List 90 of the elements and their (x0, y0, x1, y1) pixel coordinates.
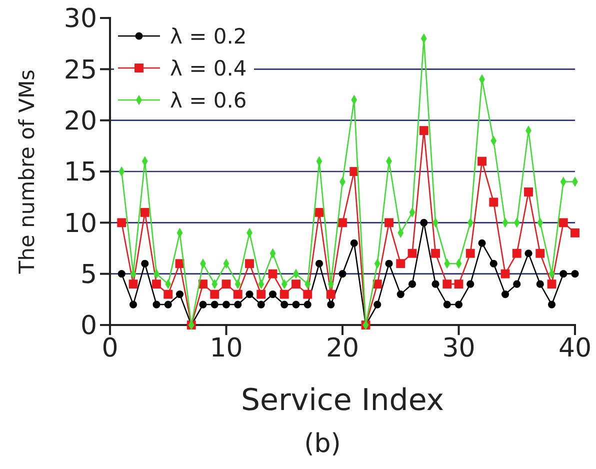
point (454, 300, 463, 308)
point (199, 300, 207, 308)
point (176, 290, 184, 298)
point (396, 290, 404, 298)
point (118, 270, 126, 278)
y-tick-label: 0 (80, 311, 97, 342)
point (268, 290, 277, 298)
point (257, 300, 265, 308)
point (442, 280, 452, 289)
point (152, 300, 160, 308)
point (547, 280, 556, 289)
point (280, 290, 289, 299)
y-tick-label: 30 (64, 4, 97, 34)
point (245, 259, 254, 268)
point (443, 300, 451, 308)
point (408, 248, 417, 258)
point (128, 280, 138, 289)
y-tick-label: 15 (64, 158, 97, 188)
point (571, 270, 579, 278)
point (222, 280, 231, 289)
point (478, 156, 486, 166)
point (570, 228, 580, 238)
point (466, 280, 474, 288)
point (233, 290, 242, 299)
text: (b) (304, 429, 341, 459)
point (419, 126, 428, 136)
x-tick-label: 30 (442, 333, 476, 364)
point (326, 290, 336, 299)
point (536, 248, 545, 258)
point (246, 290, 254, 298)
point (268, 269, 278, 278)
point (431, 248, 440, 258)
point (222, 300, 230, 308)
point (314, 208, 324, 217)
point (420, 218, 428, 226)
point (524, 187, 533, 196)
point (560, 270, 568, 278)
point (536, 280, 544, 288)
y-tick-label: 10 (64, 208, 97, 239)
point (210, 300, 218, 308)
point (129, 300, 138, 308)
point (374, 300, 382, 308)
point (558, 218, 568, 228)
legend-label: λ = 0.4 (170, 56, 247, 80)
x-tick-label: 10 (210, 333, 243, 364)
point (548, 300, 556, 308)
point (141, 260, 149, 268)
point (512, 248, 522, 258)
point (501, 290, 510, 298)
point (234, 300, 242, 308)
point (500, 269, 510, 278)
point (210, 290, 220, 299)
point (338, 218, 347, 228)
y-tick-label: 5 (80, 260, 97, 290)
point (385, 260, 393, 268)
point (489, 198, 498, 207)
point (140, 208, 150, 217)
point (164, 300, 172, 308)
point (304, 300, 312, 308)
point (280, 300, 288, 308)
x-tick-label: 0 (102, 333, 118, 364)
x-tick-label: 20 (326, 333, 360, 364)
point (466, 248, 475, 258)
point (327, 300, 335, 308)
y-tick-label: 25 (64, 55, 97, 86)
point (524, 250, 532, 258)
y-axis-title: The numbre of VMs (15, 69, 39, 275)
point (256, 290, 266, 299)
legend-label: λ = 0.6 (170, 88, 247, 112)
y-tick-label: 20 (64, 106, 97, 136)
legend-label: λ = 0.2 (170, 24, 247, 48)
point (117, 218, 126, 228)
point (408, 280, 416, 288)
point (478, 239, 486, 247)
x-tick-label: 40 (558, 333, 592, 364)
point (350, 239, 358, 247)
point (152, 280, 161, 289)
point (513, 280, 521, 288)
point (292, 280, 300, 289)
point (315, 260, 324, 268)
point (384, 218, 394, 228)
point (292, 300, 300, 308)
point (454, 280, 464, 289)
point (303, 290, 312, 299)
point (490, 260, 498, 268)
point (432, 280, 440, 288)
x-axis-title: Service Index (241, 383, 444, 418)
point (338, 270, 346, 278)
point (396, 259, 406, 268)
point (164, 290, 173, 299)
